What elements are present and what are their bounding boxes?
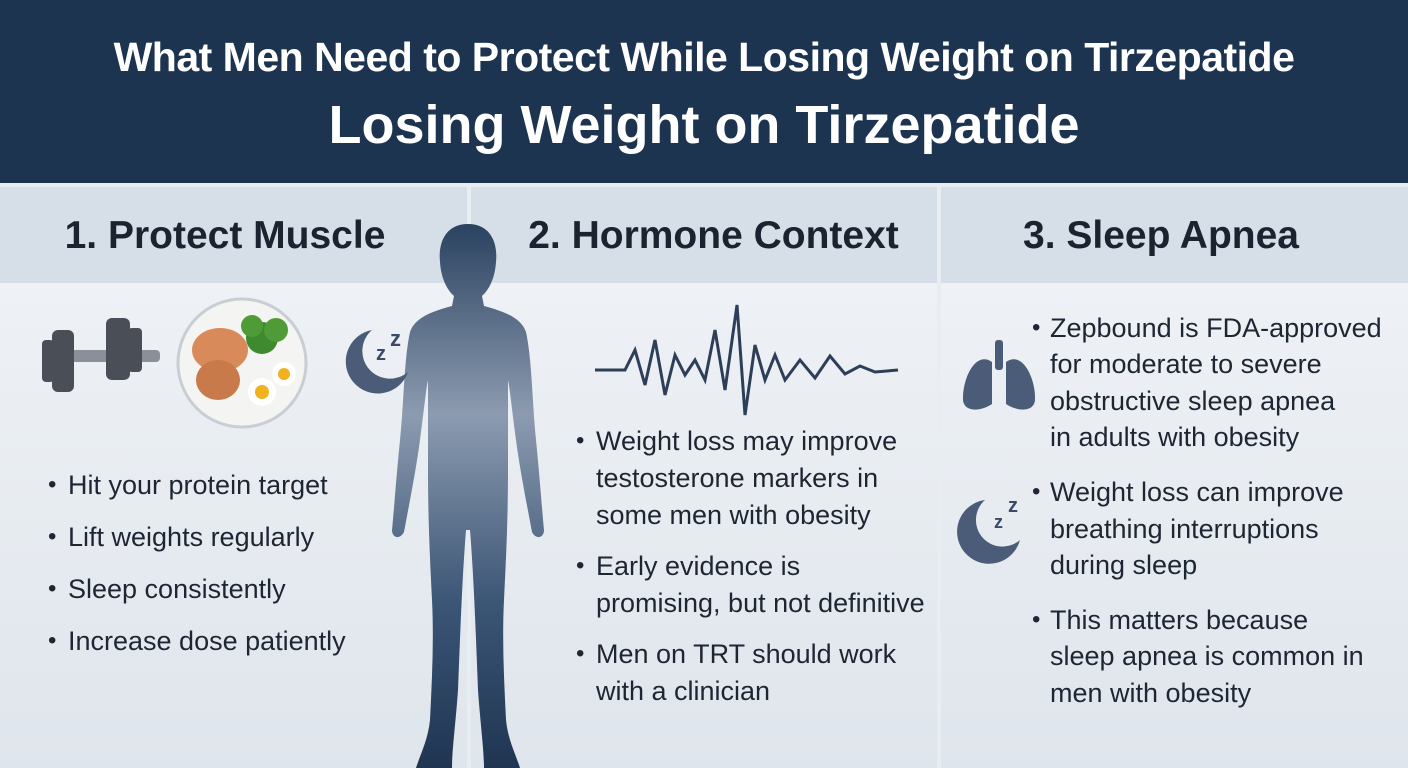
moon-icon: zz [957, 495, 1020, 564]
bullet-text: some men with obesity [596, 500, 871, 530]
bullet-text: Zepbound is FDA-approved [1050, 313, 1382, 343]
heading-band [0, 187, 467, 283]
bullet-dot: • [1032, 314, 1041, 341]
column-bg [941, 187, 1408, 768]
column-heading: 2. Hormone Context [528, 214, 899, 257]
bullet-dot: • [48, 471, 57, 498]
moon-icon: zz [345, 326, 408, 394]
subtitle: Losing Weight on Tirzepatide [328, 95, 1080, 155]
column-bg [0, 187, 467, 768]
header: What Men Need to Protect While Losing We… [0, 0, 1408, 183]
bullet-text: sleep apnea is common in [1050, 641, 1364, 672]
svg-text:z: z [994, 512, 1003, 532]
silhouette [392, 224, 544, 768]
title: What Men Need to Protect While Losing We… [113, 34, 1295, 80]
bullet-text: Weight loss can improve [1050, 477, 1344, 508]
bullet-dot: • [576, 427, 585, 454]
bullet-text: during sleep [1050, 549, 1198, 580]
bullet-dot: • [48, 575, 57, 602]
heading-band [941, 187, 1408, 283]
bullet-text: Men on TRT should work [596, 639, 897, 669]
svg-text:z: z [376, 343, 386, 365]
bullet-text: obstructive sleep apnea [1050, 385, 1336, 416]
lungs-icon [962, 340, 1036, 410]
plate-icon [176, 297, 308, 429]
bullet-text: Early evidence is [596, 551, 801, 581]
svg-text:z: z [390, 326, 401, 351]
bullet-text: promising, but not definitive [596, 588, 925, 618]
dumbbell-icon [42, 318, 160, 392]
bullet-text: This matters because [1050, 605, 1309, 636]
bullet-dot: • [576, 640, 585, 667]
bullet-text: Sleep consistently [68, 574, 286, 604]
bullet-text: testosterone markers in [596, 463, 879, 493]
heartbeat-icon [595, 304, 899, 416]
column-heading: 3. Sleep Apnea [1023, 214, 1299, 257]
bullet-text: men with obesity [1050, 677, 1252, 708]
column-bg [471, 187, 937, 768]
bullet-dot: • [48, 627, 57, 654]
bullet-dot: • [1032, 606, 1041, 634]
bullet-text: with a clinician [596, 676, 771, 706]
bullet-text: for moderate to severe [1050, 349, 1322, 380]
column-heading: 1. Protect Muscle [64, 214, 386, 257]
bullet-text: Increase dose patiently [68, 626, 346, 656]
bullet-dot: • [1032, 478, 1041, 506]
bullet-text: in adults with obesity [1050, 421, 1300, 452]
bullet-text: Weight loss may improve [596, 426, 898, 456]
bullet-text: Lift weights regularly [68, 522, 315, 552]
bullet-dot: • [48, 523, 57, 550]
heading-band [471, 187, 937, 283]
svg-text:z: z [1008, 495, 1018, 517]
bullet-text: Hit your protein target [68, 470, 328, 500]
bullet-text: breathing interruptions [1050, 513, 1319, 544]
bullet-dot: • [576, 552, 585, 579]
